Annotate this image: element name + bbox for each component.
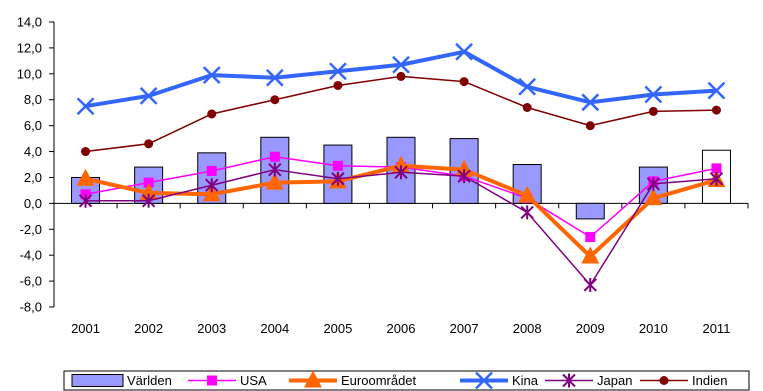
data-point [648,106,658,116]
y-tick-label: -6,0 [20,274,42,289]
series-japan [78,162,724,292]
data-point [518,77,537,96]
data-point [459,77,469,87]
y-tick-label: -8,0 [20,300,42,315]
data-point [644,85,663,104]
data-point [585,121,595,131]
legend-item-indien: Indien [640,373,727,388]
y-tick-label: -4,0 [20,248,42,263]
legend-item-kina: Kina [460,371,539,390]
x-tick-label: 2004 [260,321,289,336]
data-point [265,68,284,87]
legend-label: Världen [127,373,172,388]
data-point [270,95,280,105]
data-point [205,178,219,193]
legend-item-japan: Japan [545,373,632,388]
legend: Världen USA Euroområdet Kina Japan Indien [63,370,750,391]
legend-box [63,370,750,391]
data-point [329,62,347,81]
data-point [396,71,406,81]
data-point [81,147,91,157]
x-axis: 2001 2002 2003 2004 2005 2006 2007 2008 2009 2010… [53,202,749,336]
data-point [457,169,471,184]
data-point [78,193,93,208]
legend-item-varlden: Världen [71,373,172,388]
bar [575,202,605,220]
data-point [202,184,221,202]
x-tick-label: 2007 [450,321,479,336]
x-tick-label: 2009 [576,321,605,336]
data-point [392,55,410,74]
data-point [331,171,345,186]
y-tick-label: 6,0 [24,118,42,133]
data-point [207,109,217,119]
data-point [707,81,726,100]
y-tick-label: 10,0 [17,66,42,81]
y-tick-label: 4,0 [24,144,42,159]
x-tick-label: 2008 [513,321,542,336]
y-tick-label: 14,0 [17,15,42,30]
data-point [659,376,669,385]
data-point [644,188,663,206]
data-point [144,139,154,149]
legend-label: USA [240,373,267,388]
data-point [518,185,537,203]
data-point [520,205,534,220]
data-point [269,151,280,162]
data-point [333,80,343,90]
data-point [139,86,158,105]
data-point [646,176,661,191]
data-point [711,163,722,174]
data-point [581,93,600,112]
data-point [304,370,322,388]
x-tick-label: 2006 [387,321,416,336]
line-series [76,42,726,292]
data-point [711,105,721,115]
data-point [206,165,217,176]
data-point [709,171,724,186]
data-point [583,277,597,292]
y-tick-label: -2,0 [20,222,42,237]
y-tick-label: 0,0 [24,196,42,211]
data-point [202,66,221,84]
y-tick-label: 2,0 [24,170,42,185]
legend-item-usa: USA [188,373,267,388]
x-tick-label: 2010 [639,321,668,336]
x-tick-label: 2003 [197,321,226,336]
y-tick-label: 8,0 [24,92,42,107]
data-point [562,373,576,388]
x-tick-label: 2011 [702,321,730,336]
x-tick-label: 2005 [323,321,352,336]
data-point [76,97,95,116]
data-point [581,246,600,264]
data-point [76,168,95,186]
series-kina [76,42,726,116]
legend-label: Kina [512,373,539,388]
data-point [265,172,284,190]
series-indien [81,71,721,157]
legend-label: Japan [597,373,632,388]
data-point [394,165,408,180]
data-point [455,42,473,61]
legend-swatch [71,374,124,387]
data-point [475,371,493,390]
y-axis: -8,0 -6,0 -4,0 -2,0 0,0 2,0 4,0 6,0 8,0 10,0 12,0 1… [17,15,55,315]
legend-label: Indien [692,373,727,388]
legend-item-euroomradet: Euroområdet [289,370,417,388]
data-point [143,177,154,188]
data-point [585,232,596,243]
x-tick-label: 2001 [71,321,100,336]
data-point [207,375,217,386]
legend-label: Euroområdet [341,373,417,388]
y-tick-label: 12,0 [17,40,42,55]
data-point [141,193,156,208]
data-point [332,160,343,171]
x-tick-label: 2002 [134,321,163,336]
data-point [522,103,532,112]
data-point [268,162,282,177]
